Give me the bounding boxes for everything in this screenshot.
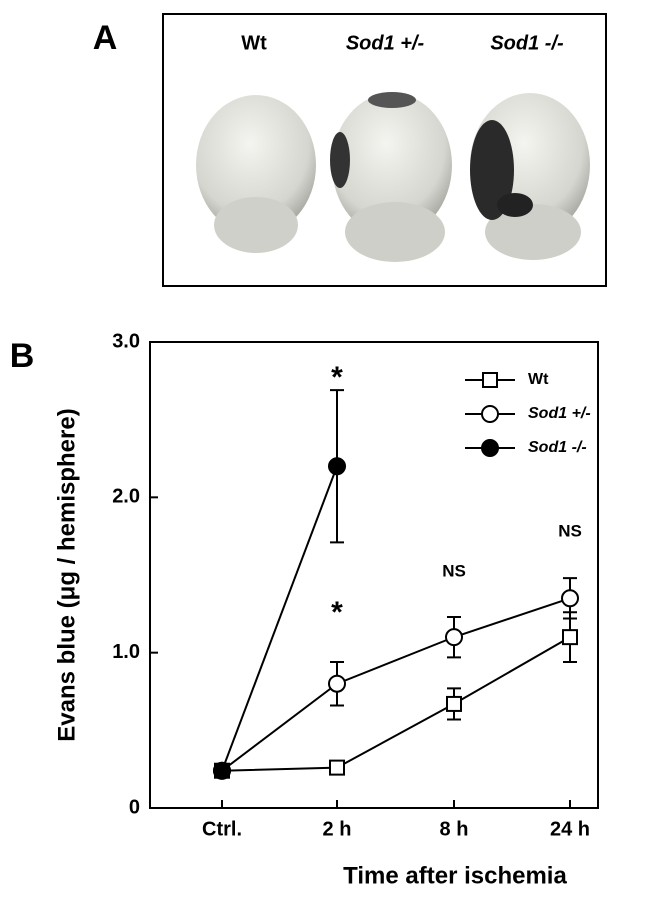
- legend-marker: [481, 439, 499, 457]
- marker: [329, 759, 345, 776]
- series-line: [221, 636, 571, 772]
- marker: [561, 589, 579, 608]
- marker: [213, 761, 231, 780]
- plot-frame: [149, 341, 599, 809]
- x-tick-label: 8 h: [440, 818, 469, 840]
- annotation: NS: [558, 521, 582, 540]
- marker: [446, 695, 462, 712]
- series-line: [221, 465, 338, 772]
- photo-column-label: Sod1 -/-: [490, 32, 564, 54]
- x-tick-label: 2 h: [323, 818, 352, 840]
- brain-photo: [196, 92, 590, 262]
- y-axis-title: Evans blue (μg / hemisphere): [53, 408, 80, 741]
- marker: [328, 457, 346, 476]
- x-tick-label: Ctrl.: [202, 818, 242, 840]
- legend-marker: [482, 372, 498, 388]
- y-tick-label: 3.0: [112, 330, 140, 352]
- annotation: *: [331, 361, 343, 394]
- y-tick-label: 1.0: [112, 641, 140, 663]
- marker: [445, 628, 463, 647]
- legend-label: Sod1 -/-: [528, 439, 587, 456]
- y-tick-label: 2.0: [112, 486, 140, 508]
- annotation: *: [331, 596, 343, 629]
- legend-marker: [481, 405, 499, 423]
- legend-label: Sod1 +/-: [528, 405, 591, 422]
- panel-label: A: [93, 19, 118, 57]
- y-tick-label: 0: [129, 796, 140, 818]
- marker: [328, 674, 346, 693]
- photo-column-label: Sod1 +/-: [346, 32, 425, 54]
- legend-label: Wt: [528, 371, 549, 388]
- series-line: [221, 597, 571, 772]
- panel-label: B: [10, 337, 35, 375]
- marker: [562, 629, 578, 646]
- x-axis-title: Time after ischemia: [343, 862, 567, 889]
- annotation: NS: [442, 561, 466, 580]
- photo-column-label: Wt: [241, 32, 267, 54]
- x-tick-label: 24 h: [550, 818, 590, 840]
